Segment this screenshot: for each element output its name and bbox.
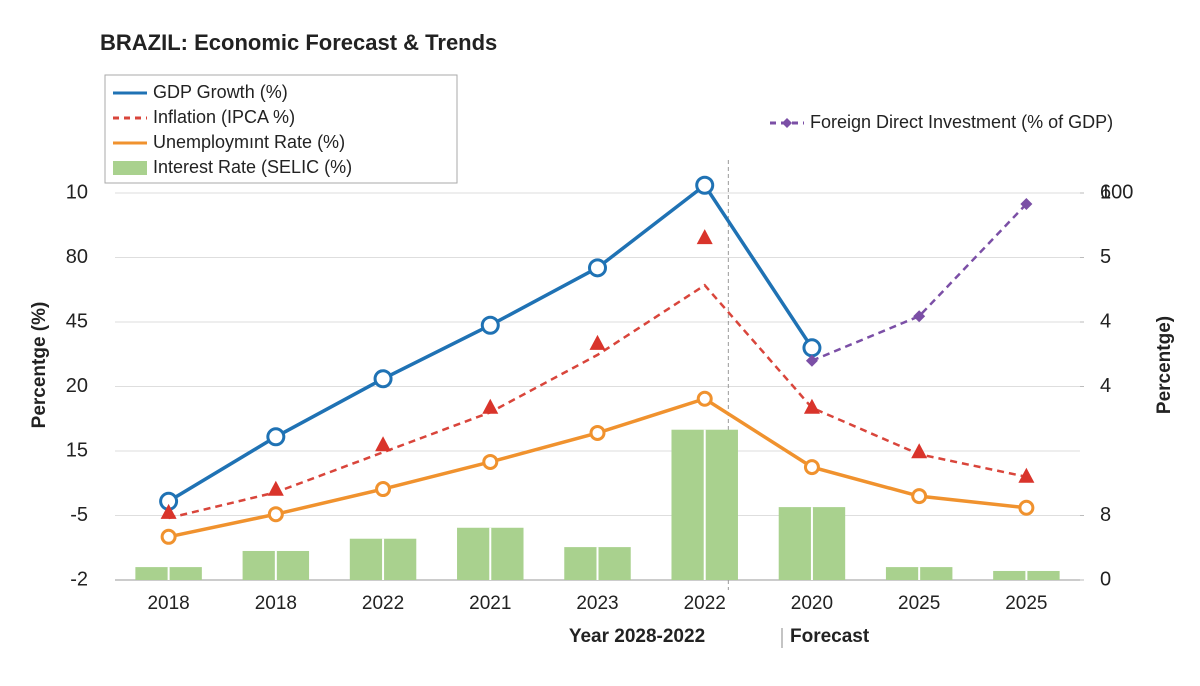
triangle-marker — [911, 443, 928, 459]
circle-marker — [375, 481, 392, 498]
triangle-marker — [267, 480, 284, 496]
circle-marker — [1018, 499, 1035, 516]
legend-label: Interest Rate (SELIC (%) — [153, 157, 352, 177]
diamond-marker — [805, 354, 818, 367]
legend-diamond — [782, 118, 792, 128]
y2-tick-label: 6 — [1100, 181, 1111, 203]
circle-marker — [589, 424, 606, 441]
circle-marker — [696, 390, 713, 407]
x-axis-title: Year 2028-2022 — [569, 626, 705, 647]
circle-marker — [802, 338, 822, 358]
x-tick-label: 2018 — [147, 593, 189, 614]
circle-marker — [482, 453, 499, 470]
circle-marker — [588, 258, 607, 278]
legend-swatch — [113, 161, 147, 175]
x-tick-label: 2025 — [898, 593, 940, 614]
x-tick-label: 2018 — [255, 593, 297, 614]
y2-tick-label: 8 — [1100, 504, 1111, 526]
y-tick-label: -5 — [70, 504, 88, 526]
diamond-marker — [913, 310, 926, 323]
y2-tick-label: 4 — [1100, 375, 1111, 397]
x-tick-label: 2021 — [469, 593, 511, 614]
circle-marker — [160, 528, 177, 545]
legend-label: Unemploymınt Rate (%) — [153, 132, 345, 152]
legend-label: Inflation (IPCA %) — [153, 107, 295, 127]
triangle-marker — [803, 398, 820, 414]
circle-marker — [911, 488, 928, 505]
y-axis-title: Percentge (%) — [29, 302, 50, 429]
x-tick-label: 2025 — [1005, 593, 1047, 614]
triangle-marker — [696, 229, 713, 245]
circle-marker — [267, 506, 284, 523]
y-tick-label: -2 — [70, 568, 88, 590]
series-line — [811, 203, 1028, 362]
triangle-marker — [375, 436, 392, 452]
diamond-marker — [1020, 197, 1033, 210]
y-tick-label: 80 — [66, 246, 88, 268]
x-tick-label: 2022 — [362, 593, 404, 614]
y-tick-label: 45 — [66, 310, 88, 332]
circle-marker — [266, 427, 286, 447]
triangle-marker — [589, 334, 606, 350]
legend-label: GDP Growth (%) — [153, 82, 288, 102]
y-tick-label: 15 — [66, 439, 88, 461]
forecast-label: Forecast — [790, 626, 870, 647]
triangle-marker — [160, 503, 177, 519]
y2-tick-label: 5 — [1100, 246, 1111, 268]
legend-label: Foreign Direct Investment (% of GDP) — [810, 112, 1113, 132]
y-tick-label: 20 — [66, 375, 88, 397]
x-tick-label: 2022 — [684, 593, 726, 614]
x-tick-label: 2023 — [576, 593, 618, 614]
y2-axis-title: Percentge) — [1154, 316, 1175, 414]
circle-marker — [480, 315, 500, 335]
series-line — [168, 283, 1027, 520]
y2-tick-label: 100 — [1100, 181, 1133, 203]
y-tick-label: 10 — [66, 181, 88, 203]
circle-marker — [803, 459, 820, 476]
circle-marker — [695, 175, 715, 195]
x-tick-label: 2020 — [791, 593, 833, 614]
series-line — [168, 396, 1027, 539]
triangle-marker — [1018, 467, 1035, 483]
legend-box — [104, 74, 458, 184]
y2-tick-label: 0 — [1100, 568, 1111, 590]
circle-marker — [373, 369, 393, 389]
triangle-marker — [482, 398, 499, 414]
chart-title: BRAZIL: Economic Forecast & Trends — [100, 30, 497, 55]
y2-tick-label: 4 — [1100, 310, 1111, 332]
